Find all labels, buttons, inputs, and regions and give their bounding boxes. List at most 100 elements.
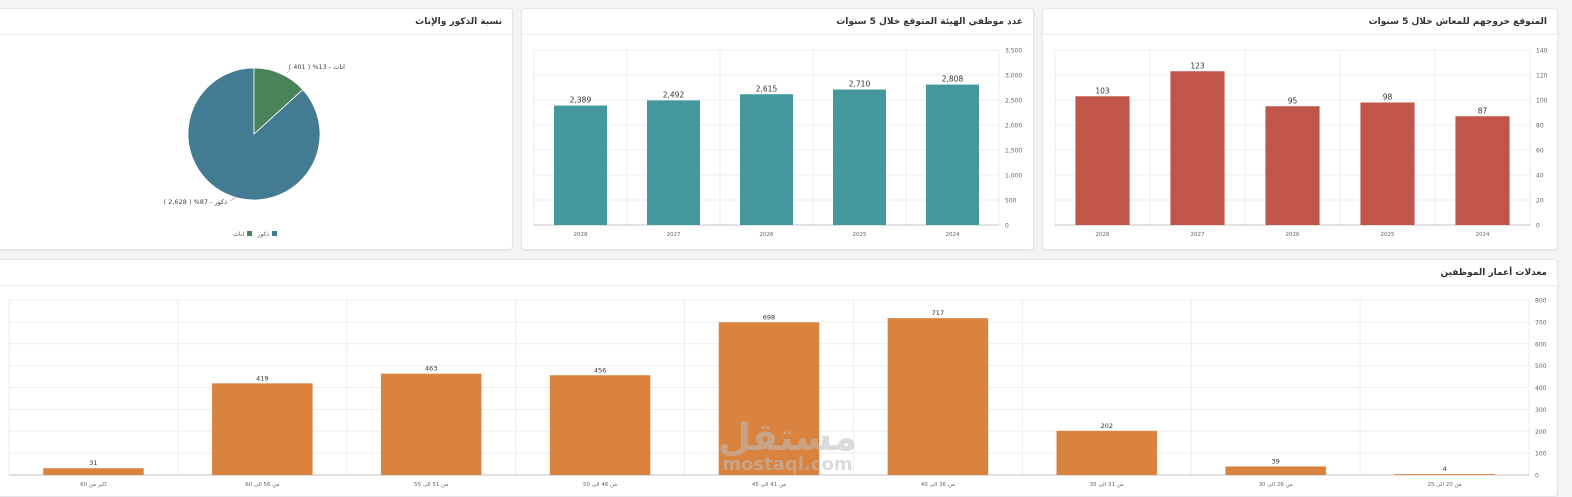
data-label: 456 (594, 366, 606, 374)
retirement-chart-title: المتوقع خروجهم للمعاش خلال 5 سنوات (1368, 17, 1547, 27)
employee-ages-chart-title: معدلات أعمار الموظفين (1440, 268, 1547, 278)
bar (1265, 106, 1320, 225)
x-tick-label: من 36 الى 40 (921, 482, 955, 488)
bar (1075, 96, 1130, 225)
x-tick-label: من 46 الى 50 (583, 482, 617, 488)
data-label: 717 (932, 309, 944, 317)
data-label: 419 (256, 374, 268, 382)
data-label: 2,615 (756, 84, 778, 93)
data-label: 39 (1272, 457, 1280, 465)
bar (646, 100, 701, 225)
y-tick-label: 1,000 (1005, 173, 1022, 180)
data-label: 95 (1288, 96, 1298, 105)
staff-forecast-chart-title: عدد موظفي الهيئة المتوقع خلال 5 سنوات (836, 17, 1023, 27)
staff-forecast-bar-chart: 0 500 1,000 1,500 2,000 2,500 3,000 3,500 2,389 2… (533, 48, 1022, 238)
pie-leader-line (229, 196, 238, 202)
data-label: 2,389 (570, 96, 592, 105)
data-label: 2,492 (663, 90, 685, 99)
card-divider (0, 34, 512, 35)
data-label: 2,710 (849, 80, 871, 89)
y-tick-label: 500 (1535, 363, 1547, 370)
data-label: 31 (89, 459, 97, 467)
y-tick-label: 700 (1535, 319, 1547, 326)
x-tick-label: 2028 (1096, 232, 1110, 238)
gender-ratio-chart-title: نسبة الذكور والإناث (415, 17, 502, 27)
x-tick-label: 2028 (574, 232, 588, 238)
x-tick-label: 2027 (1191, 232, 1205, 238)
bar (1225, 466, 1326, 475)
y-tick-label: 80 (1536, 123, 1544, 130)
y-tick-label: 60 (1536, 148, 1544, 155)
legend-swatch-female (247, 231, 252, 236)
employee-ages-bar-chart: 0 100 200 300 400 500 600 700 800 31 اكبر من 60 419… (8, 298, 1547, 488)
x-tick-label: من 26 الى 30 (1259, 482, 1293, 488)
legend-label-male: ذكور (256, 231, 269, 238)
x-tick-label: 2026 (760, 232, 774, 238)
data-label: 123 (1190, 61, 1205, 70)
retirement-bar-chart: 0 20 40 60 80 100 120 140 103 2028 123 2027 95 2026 98… (1054, 48, 1548, 238)
y-tick-label: 0 (1535, 473, 1539, 480)
card-divider (0, 285, 1557, 286)
retirement-chart-card: المتوقع خروجهم للمعاش خلال 5 سنوات 0 20 40… (1042, 8, 1558, 250)
bar (1056, 430, 1158, 475)
x-tick-label: من 20 الى 25 (1427, 482, 1461, 488)
bar (1455, 116, 1510, 225)
pie-label-male: ذكور - 87% ( 2,628 ) (164, 198, 227, 206)
y-tick-label: 200 (1535, 429, 1547, 436)
y-tick-label: 600 (1535, 341, 1547, 348)
x-tick-label: 2024 (946, 232, 960, 238)
y-tick-label: 40 (1536, 173, 1544, 180)
x-tick-label: من 56 الى 60 (245, 482, 279, 488)
x-tick-label: من 31 الى 35 (1090, 482, 1124, 488)
bar (553, 105, 608, 225)
y-tick-label: 140 (1536, 48, 1548, 55)
data-label: 463 (425, 365, 437, 373)
data-label: 2,808 (942, 75, 964, 84)
y-tick-label: 800 (1535, 298, 1547, 305)
pie-slice (253, 67, 304, 135)
y-tick-label: 2,000 (1005, 123, 1022, 130)
x-tick-label: 2027 (667, 232, 681, 238)
y-tick-label: 3,000 (1005, 73, 1022, 80)
gender-ratio-chart-card: نسبة الذكور والإناث ذكور - 87% ( 2,628 )… (0, 8, 513, 250)
x-tick-label: 2025 (1381, 232, 1395, 238)
data-label: 103 (1095, 86, 1110, 95)
x-tick-label: 2025 (853, 232, 867, 238)
y-tick-label: 500 (1005, 198, 1017, 205)
employee-ages-chart-card: معدلات أعمار الموظفين 0 100 200 300 400 500 60… (0, 259, 1558, 497)
bar (718, 322, 820, 475)
y-tick-label: 0 (1005, 223, 1009, 230)
y-tick-label: 100 (1536, 98, 1548, 105)
x-tick-label: 2026 (1286, 232, 1300, 238)
data-label: 202 (1101, 422, 1113, 430)
data-label: 98 (1383, 93, 1393, 102)
y-tick-label: 300 (1535, 407, 1547, 414)
pie-leader-line (286, 67, 292, 74)
x-tick-label: من 51 الى 55 (414, 482, 448, 488)
bar (887, 318, 989, 475)
y-tick-label: 1,500 (1005, 148, 1022, 155)
y-tick-label: 20 (1536, 198, 1544, 205)
card-divider (522, 34, 1033, 35)
y-tick-label: 100 (1535, 451, 1547, 458)
pie-label-female: اناث - 13% ( 401 ) (289, 63, 346, 71)
data-label: 87 (1478, 106, 1488, 115)
x-tick-label: 2024 (1476, 232, 1490, 238)
gender-pie-chart: ذكور - 87% ( 2,628 ) اناث - 13% ( 401 ) ذك… (164, 63, 346, 238)
bar (43, 468, 144, 475)
y-tick-label: 3,500 (1005, 48, 1022, 55)
y-tick-label: 120 (1536, 73, 1548, 80)
bar (1394, 474, 1495, 475)
x-tick-label: اكبر من 60 (80, 481, 107, 488)
x-tick-label: من 41 الى 45 (752, 482, 786, 488)
staff-forecast-chart-card: عدد موظفي الهيئة المتوقع خلال 5 سنوات 0 5… (521, 8, 1034, 250)
bar (1360, 102, 1415, 225)
bar (1170, 71, 1225, 225)
bar (739, 94, 794, 225)
bar (380, 373, 482, 475)
bar (832, 89, 887, 225)
bar (925, 84, 980, 225)
bar (212, 383, 313, 475)
legend-swatch-male (272, 231, 277, 236)
y-tick-label: 400 (1535, 385, 1547, 392)
